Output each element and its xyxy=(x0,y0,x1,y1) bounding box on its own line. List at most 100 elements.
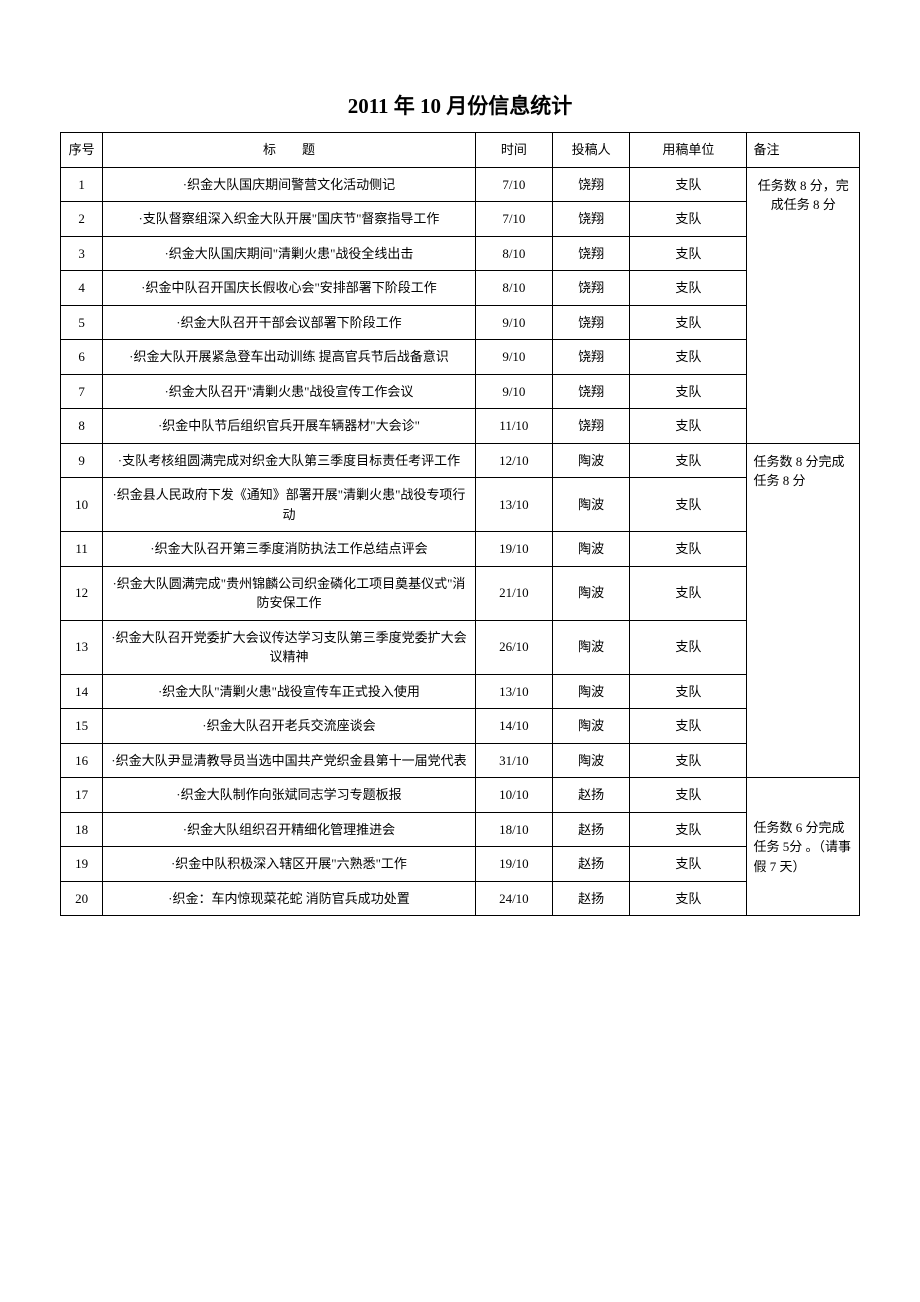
cell-author: 陶波 xyxy=(553,620,630,674)
cell-seq: 13 xyxy=(61,620,103,674)
cell-seq: 2 xyxy=(61,202,103,237)
cell-author: 陶波 xyxy=(553,743,630,778)
cell-unit: 支队 xyxy=(630,709,747,744)
cell-seq: 9 xyxy=(61,443,103,478)
table-row: 3 ·织金大队国庆期间"清剿火患"战役全线出击 8/10 饶翔 支队 xyxy=(61,236,860,271)
cell-time: 8/10 xyxy=(475,271,552,306)
cell-unit: 支队 xyxy=(630,374,747,409)
cell-unit: 支队 xyxy=(630,167,747,202)
table-row: 5 ·织金大队召开干部会议部署下阶段工作 9/10 饶翔 支队 xyxy=(61,305,860,340)
header-title: 标 题 xyxy=(103,133,476,168)
cell-unit: 支队 xyxy=(630,620,747,674)
cell-author: 饶翔 xyxy=(553,409,630,444)
table-row: 11 ·织金大队召开第三季度消防执法工作总结点评会 19/10 陶波 支队 xyxy=(61,532,860,567)
cell-time: 7/10 xyxy=(475,167,552,202)
cell-title: ·织金大队召开老兵交流座谈会 xyxy=(103,709,476,744)
cell-unit: 支队 xyxy=(630,409,747,444)
table-row: 18 ·织金大队组织召开精细化管理推进会 18/10 赵扬 支队 xyxy=(61,812,860,847)
cell-unit: 支队 xyxy=(630,778,747,813)
cell-author: 饶翔 xyxy=(553,374,630,409)
cell-title: ·织金大队制作向张斌同志学习专题板报 xyxy=(103,778,476,813)
cell-seq: 1 xyxy=(61,167,103,202)
cell-author: 饶翔 xyxy=(553,202,630,237)
header-unit: 用稿单位 xyxy=(630,133,747,168)
cell-seq: 17 xyxy=(61,778,103,813)
cell-unit: 支队 xyxy=(630,881,747,916)
cell-author: 饶翔 xyxy=(553,340,630,375)
cell-time: 10/10 xyxy=(475,778,552,813)
cell-seq: 11 xyxy=(61,532,103,567)
cell-author: 饶翔 xyxy=(553,305,630,340)
cell-seq: 6 xyxy=(61,340,103,375)
page-title: 2011 年 10 月份信息统计 xyxy=(60,90,860,120)
cell-unit: 支队 xyxy=(630,443,747,478)
cell-time: 7/10 xyxy=(475,202,552,237)
cell-unit: 支队 xyxy=(630,812,747,847)
cell-time: 13/10 xyxy=(475,478,552,532)
cell-title: ·织金大队组织召开精细化管理推进会 xyxy=(103,812,476,847)
table-row: 10 ·织金县人民政府下发《通知》部署开展"清剿火患"战役专项行动 13/10 … xyxy=(61,478,860,532)
table-row: 7 ·织金大队召开"清剿火患"战役宣传工作会议 9/10 饶翔 支队 xyxy=(61,374,860,409)
cell-seq: 7 xyxy=(61,374,103,409)
header-seq: 序号 xyxy=(61,133,103,168)
cell-seq: 3 xyxy=(61,236,103,271)
cell-seq: 4 xyxy=(61,271,103,306)
cell-seq: 10 xyxy=(61,478,103,532)
cell-title: ·支队考核组圆满完成对织金大队第三季度目标责任考评工作 xyxy=(103,443,476,478)
table-row: 14 ·织金大队"清剿火患"战役宣传车正式投入使用 13/10 陶波 支队 xyxy=(61,674,860,709)
cell-unit: 支队 xyxy=(630,236,747,271)
cell-unit: 支队 xyxy=(630,532,747,567)
cell-title: ·织金县人民政府下发《通知》部署开展"清剿火患"战役专项行动 xyxy=(103,478,476,532)
cell-time: 11/10 xyxy=(475,409,552,444)
cell-title: ·织金大队"清剿火患"战役宣传车正式投入使用 xyxy=(103,674,476,709)
cell-time: 19/10 xyxy=(475,532,552,567)
cell-time: 21/10 xyxy=(475,566,552,620)
table-row: 12 ·织金大队圆满完成"贵州锦麟公司织金磷化工项目奠基仪式"消防安保工作 21… xyxy=(61,566,860,620)
cell-title: ·织金大队国庆期间警营文化活动侧记 xyxy=(103,167,476,202)
header-row: 序号 标 题 时间 投稿人 用稿单位 备注 xyxy=(61,133,860,168)
cell-title: ·织金大队国庆期间"清剿火患"战役全线出击 xyxy=(103,236,476,271)
cell-title: ·织金中队积极深入辖区开展"六熟悉"工作 xyxy=(103,847,476,882)
cell-time: 12/10 xyxy=(475,443,552,478)
cell-time: 18/10 xyxy=(475,812,552,847)
cell-title: ·织金大队召开党委扩大会议传达学习支队第三季度党委扩大会议精神 xyxy=(103,620,476,674)
table-row: 6 ·织金大队开展紧急登车出动训练 提高官兵节后战备意识 9/10 饶翔 支队 xyxy=(61,340,860,375)
cell-time: 13/10 xyxy=(475,674,552,709)
cell-title: ·织金大队开展紧急登车出动训练 提高官兵节后战备意识 xyxy=(103,340,476,375)
cell-author: 赵扬 xyxy=(553,812,630,847)
cell-time: 19/10 xyxy=(475,847,552,882)
cell-author: 饶翔 xyxy=(553,167,630,202)
cell-unit: 支队 xyxy=(630,478,747,532)
cell-unit: 支队 xyxy=(630,743,747,778)
table-row: 9 ·支队考核组圆满完成对织金大队第三季度目标责任考评工作 12/10 陶波 支… xyxy=(61,443,860,478)
cell-unit: 支队 xyxy=(630,305,747,340)
cell-author: 赵扬 xyxy=(553,847,630,882)
cell-unit: 支队 xyxy=(630,340,747,375)
cell-unit: 支队 xyxy=(630,674,747,709)
cell-unit: 支队 xyxy=(630,566,747,620)
cell-author: 陶波 xyxy=(553,566,630,620)
cell-time: 31/10 xyxy=(475,743,552,778)
table-row: 16 ·织金大队尹显清教导员当选中国共产党织金县第十一届党代表 31/10 陶波… xyxy=(61,743,860,778)
cell-seq: 14 xyxy=(61,674,103,709)
header-time: 时间 xyxy=(475,133,552,168)
cell-time: 9/10 xyxy=(475,305,552,340)
cell-remark-1: 任务数 8 分，完成任务 8 分 xyxy=(747,167,860,443)
cell-time: 8/10 xyxy=(475,236,552,271)
header-author: 投稿人 xyxy=(553,133,630,168)
table-row: 17 ·织金大队制作向张斌同志学习专题板报 10/10 赵扬 支队 任务数 6 … xyxy=(61,778,860,813)
table-row: 15 ·织金大队召开老兵交流座谈会 14/10 陶波 支队 xyxy=(61,709,860,744)
cell-author: 饶翔 xyxy=(553,236,630,271)
cell-title: ·织金大队召开"清剿火患"战役宣传工作会议 xyxy=(103,374,476,409)
cell-title: ·织金大队圆满完成"贵州锦麟公司织金磷化工项目奠基仪式"消防安保工作 xyxy=(103,566,476,620)
cell-title: ·织金大队召开干部会议部署下阶段工作 xyxy=(103,305,476,340)
table-row: 20 ·织金：车内惊现菜花蛇 消防官兵成功处置 24/10 赵扬 支队 xyxy=(61,881,860,916)
cell-remark-3: 任务数 6 分完成任务 5分 。（请事假 7 天） xyxy=(747,778,860,916)
cell-remark-2: 任务数 8 分完成任务 8 分 xyxy=(747,443,860,778)
cell-seq: 5 xyxy=(61,305,103,340)
cell-time: 24/10 xyxy=(475,881,552,916)
cell-title: ·织金中队节后组织官兵开展车辆器材"大会诊" xyxy=(103,409,476,444)
cell-author: 陶波 xyxy=(553,443,630,478)
cell-author: 陶波 xyxy=(553,532,630,567)
table-row: 8 ·织金中队节后组织官兵开展车辆器材"大会诊" 11/10 饶翔 支队 xyxy=(61,409,860,444)
